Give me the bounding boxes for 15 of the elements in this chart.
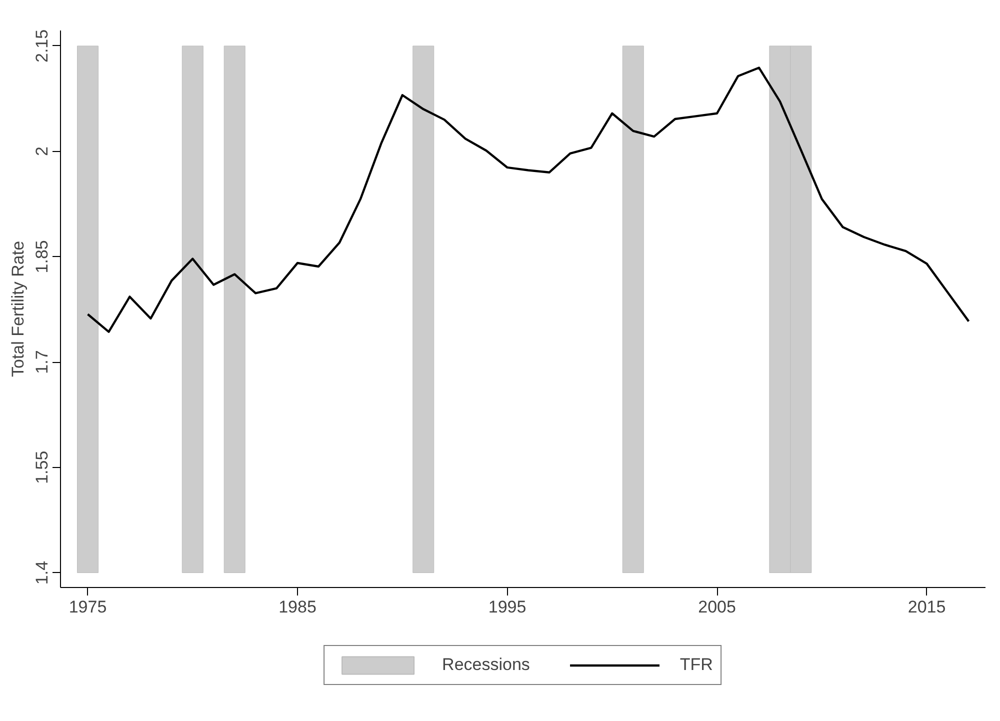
y-tick-label: 2.15	[32, 29, 52, 62]
y-tick-label: 1.85	[32, 240, 52, 274]
x-tick-label: 2005	[698, 598, 736, 616]
text: TFR	[680, 655, 713, 675]
y-tick-label: 1.4	[32, 560, 52, 585]
x-tick-label: 1985	[278, 598, 316, 616]
x-tick-label: 2015	[908, 598, 946, 616]
y-tick-label: 2	[32, 146, 52, 156]
y-tick-label: 1.7	[32, 350, 52, 374]
y-tick-label: 1.55	[32, 450, 52, 484]
line-series	[86, 66, 970, 333]
legend-label: Recessions	[442, 655, 530, 675]
y-axis-title: Total Fertility Rate	[8, 240, 28, 378]
x-tick-label: 1995	[488, 598, 526, 616]
x-tick-label: 1975	[68, 598, 107, 616]
